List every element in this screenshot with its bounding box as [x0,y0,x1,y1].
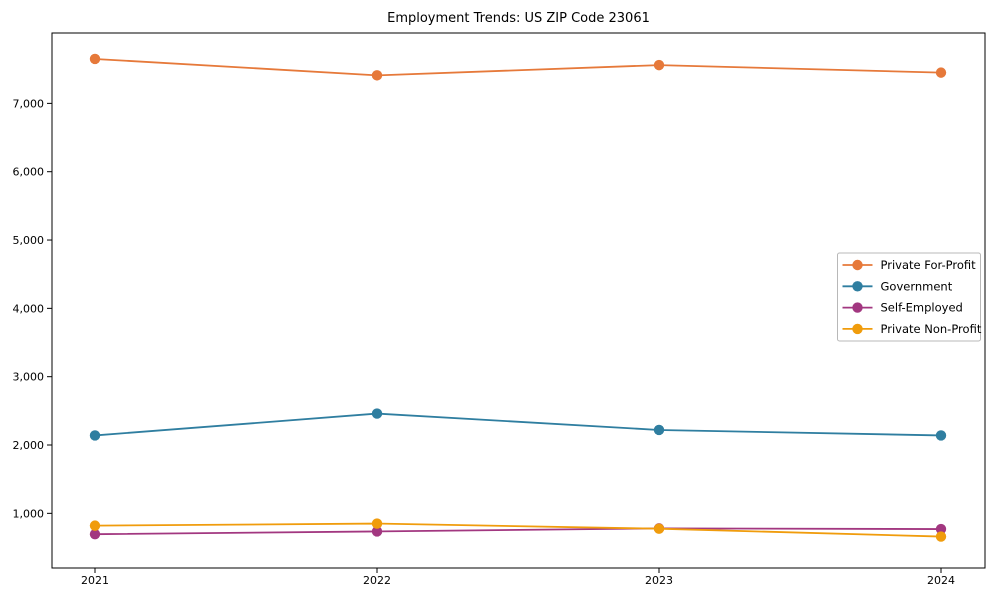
data-point [89,430,101,441]
y-axis-tick-label: 7,000 [13,97,45,110]
series-line-self-employed [94,527,942,536]
data-point [653,424,665,436]
legend-item-label: Private For-Profit [881,258,977,272]
legend-item-label: Government [881,279,953,293]
data-point [89,53,101,65]
legend-item-label: Private Non-Profit [881,322,982,336]
x-axis-tick-label: 2024 [927,574,955,587]
chart-title: Employment Trends: US ZIP Code 23061 [387,11,650,26]
y-axis-tick-label: 1,000 [13,507,45,520]
y-axis-tick-label: 2,000 [13,439,45,452]
legend-marker-icon [852,281,863,292]
data-point [935,531,947,542]
data-point [371,408,383,419]
data-point [371,526,383,537]
x-axis-tick-label: 2023 [645,574,673,587]
series-line-government [94,412,942,437]
legend-item: Government [842,279,953,293]
legend-marker-icon [852,302,863,313]
y-axis-tick-label: 5,000 [13,234,45,247]
y-axis-tick-label: 6,000 [13,166,45,179]
legend-item: Self-Employed [842,301,963,315]
legend: Private For-Profit Government Self-Employe… [837,252,982,342]
legend-marker-icon [852,323,863,335]
data-point [653,523,665,534]
y-axis-tick-label: 3,000 [13,371,45,384]
data-point [371,70,383,81]
legend-box [837,252,981,342]
series-line-private-non-profit [94,522,942,538]
data-point [935,67,947,78]
x-axis-tick-label: 2022 [363,574,391,587]
data-point [89,520,101,531]
legend-marker-icon [852,259,863,271]
legend-item-label: Self-Employed [881,301,963,315]
data-point [89,528,101,540]
y-axis-tick-label: 4,000 [13,302,45,315]
legend-item: Private For-Profit [842,258,977,272]
data-point [935,523,947,535]
plot-area [51,32,986,569]
data-point [371,518,383,529]
x-axis-tick-label: 2021 [81,574,109,587]
data-point [935,430,947,441]
legend-item: Private Non-Profit [842,322,982,336]
series-line-private-for-profit [94,58,942,77]
data-point [653,59,665,71]
